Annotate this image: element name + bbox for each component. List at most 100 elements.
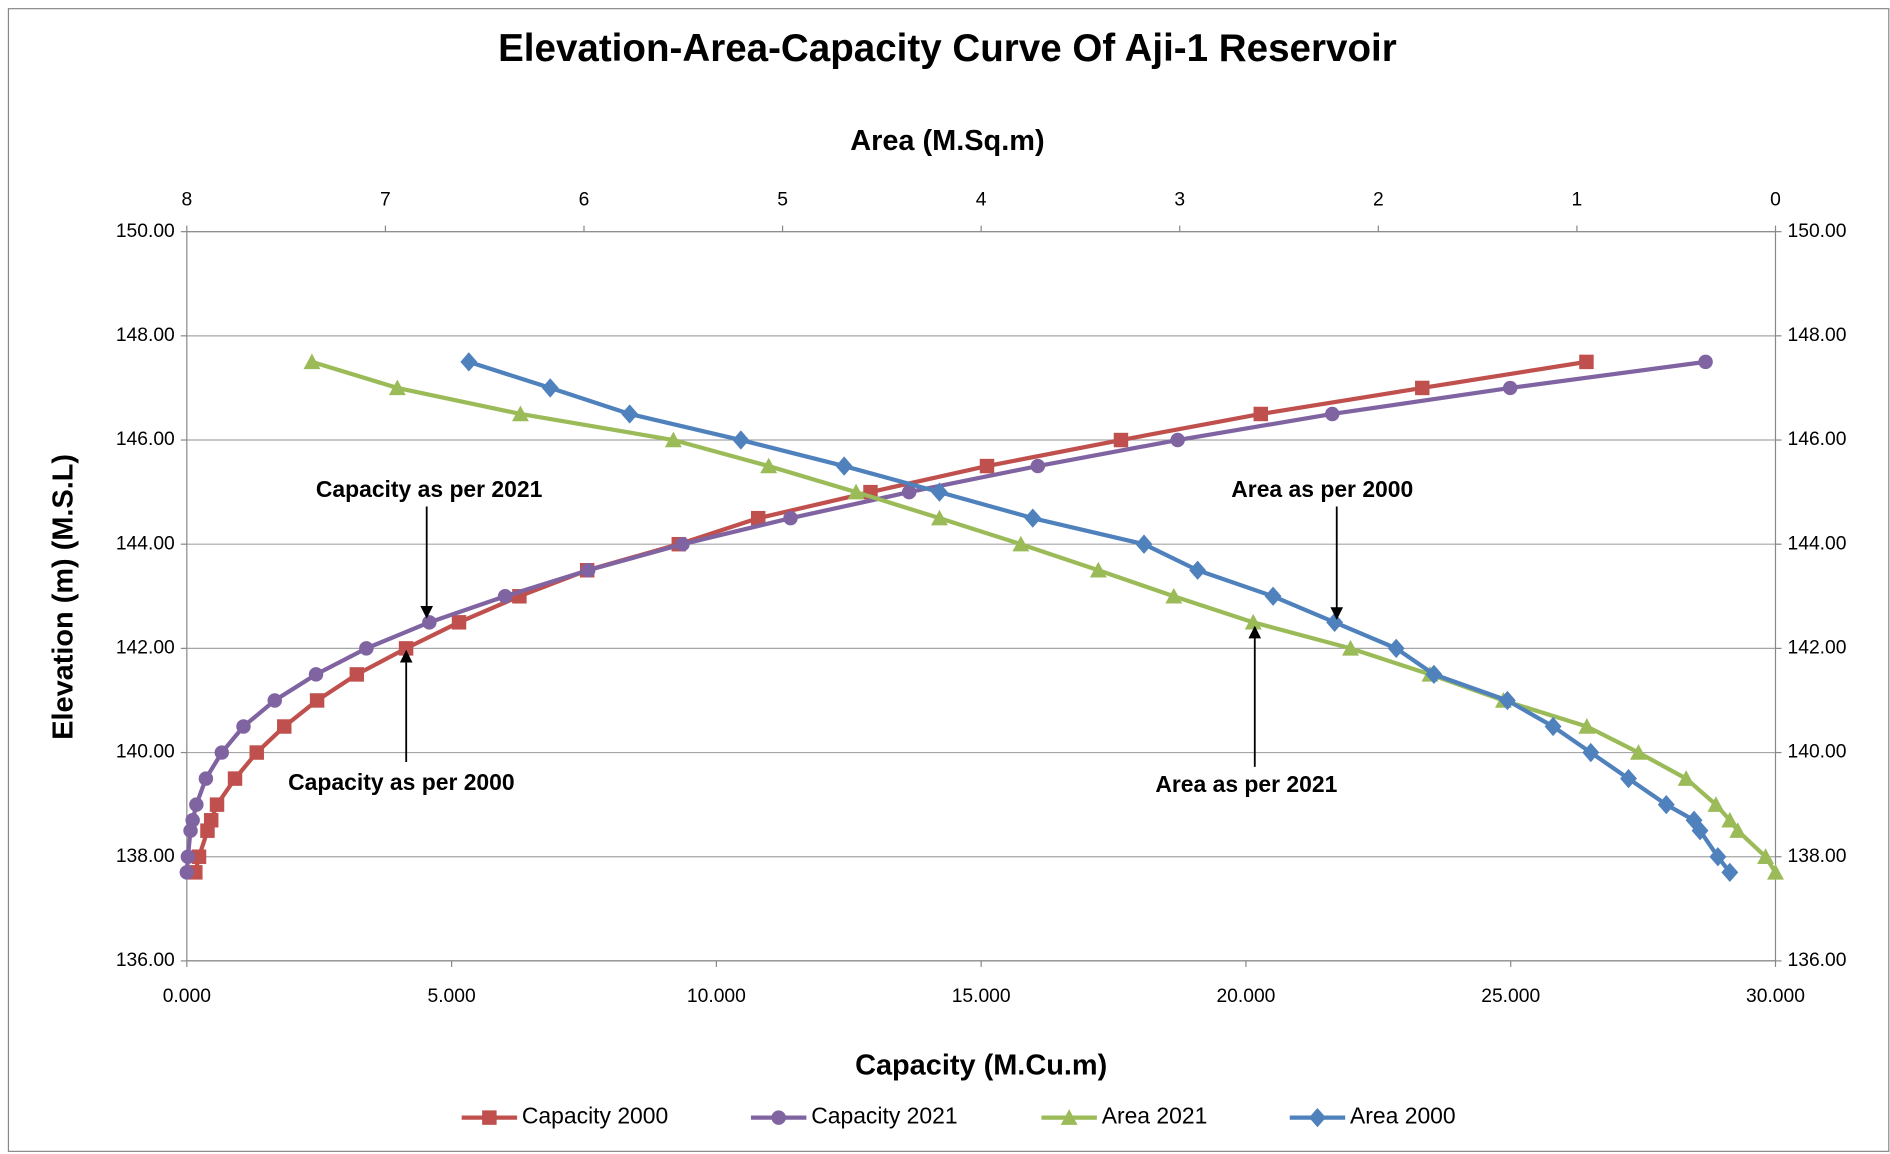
- marker: [1630, 744, 1647, 760]
- marker: [460, 352, 478, 372]
- legend-item: Area 2000: [1289, 1103, 1456, 1129]
- marker: [209, 797, 225, 812]
- legend-label: Area 2000: [1350, 1103, 1456, 1129]
- marker: [664, 431, 682, 448]
- y2-tick-label: 140.00: [1788, 742, 1847, 763]
- marker: [835, 456, 853, 476]
- annotation: Area as per 2021: [1155, 771, 1337, 797]
- marker: [675, 536, 690, 552]
- annotation: Capacity as per 2000: [288, 769, 515, 795]
- marker: [1425, 664, 1443, 685]
- marker: [1165, 587, 1183, 604]
- marker: [1253, 406, 1268, 422]
- marker: [189, 797, 204, 812]
- series-line: [468, 359, 1732, 874]
- marker: [1030, 458, 1046, 474]
- marker: [1012, 535, 1030, 552]
- marker: [901, 484, 917, 500]
- y-tick-label: 146.00: [116, 429, 175, 450]
- marker: [482, 1110, 497, 1125]
- marker: [179, 865, 195, 880]
- x2-tick-label: 2: [1373, 189, 1384, 210]
- marker: [1135, 534, 1153, 554]
- marker: [203, 813, 219, 828]
- marker: [180, 849, 196, 864]
- marker: [236, 719, 251, 734]
- chart-title: Elevation-Area-Capacity Curve Of Aji-1 R…: [498, 27, 1397, 70]
- y-tick-label: 140.00: [116, 742, 175, 763]
- marker: [267, 693, 282, 708]
- annotation: Capacity as per 2021: [316, 476, 543, 502]
- marker: [198, 771, 214, 786]
- marker: [185, 813, 200, 828]
- marker: [249, 745, 264, 760]
- marker: [979, 458, 995, 474]
- marker: [512, 405, 529, 422]
- y-tick-label: 144.00: [116, 533, 175, 554]
- marker: [1698, 354, 1713, 370]
- marker: [1342, 639, 1359, 656]
- x-tick-label: 0.000: [163, 986, 211, 1007]
- x2-axis-title: Area (M.Sq.m): [850, 125, 1044, 157]
- y2-tick-label: 138.00: [1788, 846, 1847, 867]
- legend-item: Capacity 2000: [461, 1103, 668, 1129]
- marker: [771, 1110, 786, 1125]
- marker: [1707, 796, 1725, 812]
- marker: [580, 563, 596, 578]
- marker: [309, 693, 325, 708]
- marker: [1170, 432, 1185, 448]
- marker: [1060, 1109, 1078, 1125]
- marker: [1767, 863, 1784, 880]
- marker: [497, 589, 513, 604]
- y-tick-label: 148.00: [116, 325, 175, 346]
- x-tick-label: 5.000: [427, 986, 475, 1007]
- marker: [1757, 848, 1774, 864]
- x2-tick-label: 6: [579, 189, 590, 210]
- marker: [1709, 847, 1727, 867]
- marker: [1309, 1107, 1326, 1128]
- x-tick-label: 10.000: [687, 986, 746, 1007]
- marker: [227, 771, 243, 786]
- legend-label: Area 2021: [1102, 1103, 1208, 1129]
- legend-item: Capacity 2021: [750, 1103, 958, 1129]
- marker: [1657, 794, 1675, 815]
- marker: [1189, 560, 1207, 580]
- legend-item: Area 2021: [1041, 1103, 1207, 1129]
- marker: [732, 430, 750, 450]
- y-tick-label: 150.00: [116, 221, 175, 242]
- marker: [1113, 432, 1129, 448]
- marker: [931, 509, 948, 526]
- x2-tick-label: 8: [181, 189, 192, 210]
- marker: [277, 719, 292, 734]
- marker: [1721, 811, 1739, 828]
- marker: [1326, 612, 1344, 632]
- marker: [1325, 406, 1340, 422]
- marker: [303, 353, 321, 370]
- series-line: [311, 359, 1778, 874]
- y-tick-label: 138.00: [116, 846, 175, 867]
- marker: [1620, 768, 1637, 789]
- x-tick-label: 20.000: [1216, 986, 1275, 1007]
- y2-tick-label: 148.00: [1788, 325, 1847, 346]
- marker: [308, 667, 324, 682]
- x2-tick-label: 4: [976, 189, 987, 210]
- x2-tick-label: 1: [1572, 189, 1583, 210]
- annotation: Area as per 2000: [1231, 476, 1413, 502]
- marker: [349, 667, 365, 682]
- x2-tick-label: 7: [380, 189, 391, 210]
- marker: [750, 510, 766, 526]
- x-tick-label: 30.000: [1746, 986, 1805, 1007]
- legend-label: Capacity 2000: [522, 1103, 668, 1129]
- marker: [1544, 716, 1562, 737]
- marker: [847, 483, 865, 500]
- series: [303, 353, 1784, 880]
- marker: [1498, 690, 1516, 711]
- marker: [1415, 380, 1430, 396]
- marker: [931, 482, 948, 502]
- marker: [1579, 354, 1594, 370]
- y2-tick-label: 144.00: [1788, 533, 1847, 554]
- marker: [1244, 613, 1262, 630]
- marker: [422, 615, 437, 630]
- marker: [1387, 638, 1405, 659]
